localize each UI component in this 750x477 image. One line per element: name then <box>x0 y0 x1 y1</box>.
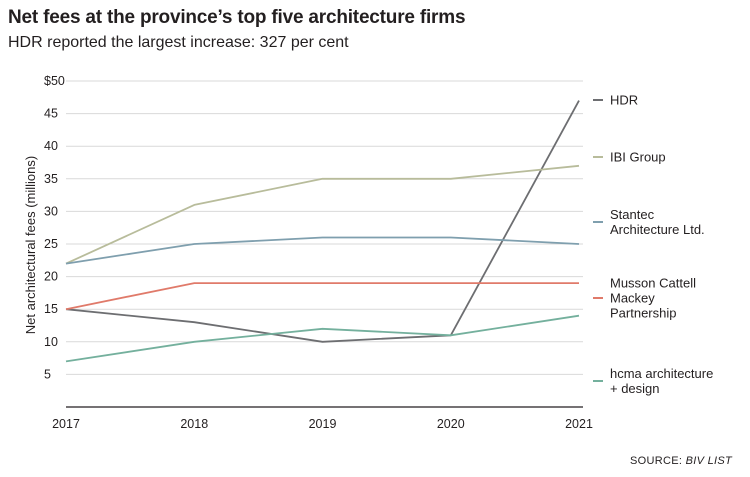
x-tick-label: 2020 <box>437 417 465 431</box>
y-tick-label: 25 <box>44 237 58 251</box>
y-tick-label: 45 <box>44 107 58 121</box>
y-tick-label: 40 <box>44 139 58 153</box>
series-line-musson-cattell-mackey-partnership <box>65 282 579 311</box>
x-axis-ticks: 2017 2018 2019 2020 2021 <box>52 417 593 431</box>
chart-title: Net fees at the province’s top five arch… <box>8 7 466 28</box>
gridlines <box>66 80 583 408</box>
y-tick-label: $50 <box>44 74 65 88</box>
chart-subtitle: HDR reported the largest increase: 327 p… <box>8 34 349 51</box>
y-tick-label: 15 <box>44 302 58 316</box>
source-note: SOURCE: BIV LIST <box>630 455 732 467</box>
series-line-hdr <box>65 100 580 343</box>
y-tick-label: 10 <box>44 335 58 349</box>
legend-label-ibi-group: IBI Group <box>610 150 666 165</box>
x-tick-label: 2019 <box>309 417 337 431</box>
series-line-hcma-architecture-design <box>65 314 580 363</box>
series-line-stantec-architecture-ltd <box>65 236 580 265</box>
legend-label-stantec-architecture-ltd: Stantec Architecture Ltd. <box>610 207 705 237</box>
source-prefix: SOURCE: <box>630 455 686 467</box>
legend-label-hdr: HDR <box>610 93 638 108</box>
y-axis-label: Net architectural fees (millions) <box>23 156 38 334</box>
x-tick-label: 2017 <box>52 417 80 431</box>
y-tick-label: 30 <box>44 204 58 218</box>
legend-label-hcma-architecture-design: hcma architecture + design <box>610 366 713 396</box>
x-tick-label: 2018 <box>180 417 208 431</box>
y-tick-label: 20 <box>44 270 58 284</box>
legend: HDR IBI Group Stantec Architecture Ltd. Muss… <box>593 93 713 396</box>
x-tick-label: 2021 <box>565 417 593 431</box>
source-name: BIV LIST <box>685 455 732 467</box>
legend-label-musson-cattell-mackey-partnership: Musson Cattell Mackey Partnership <box>610 276 696 321</box>
series-line-ibi-group <box>65 164 580 265</box>
y-tick-label: 35 <box>44 172 58 186</box>
y-axis-ticks: $50 45 40 35 30 25 20 15 10 5 <box>44 74 65 381</box>
series-lines <box>65 100 580 363</box>
y-tick-label: 5 <box>44 367 51 381</box>
